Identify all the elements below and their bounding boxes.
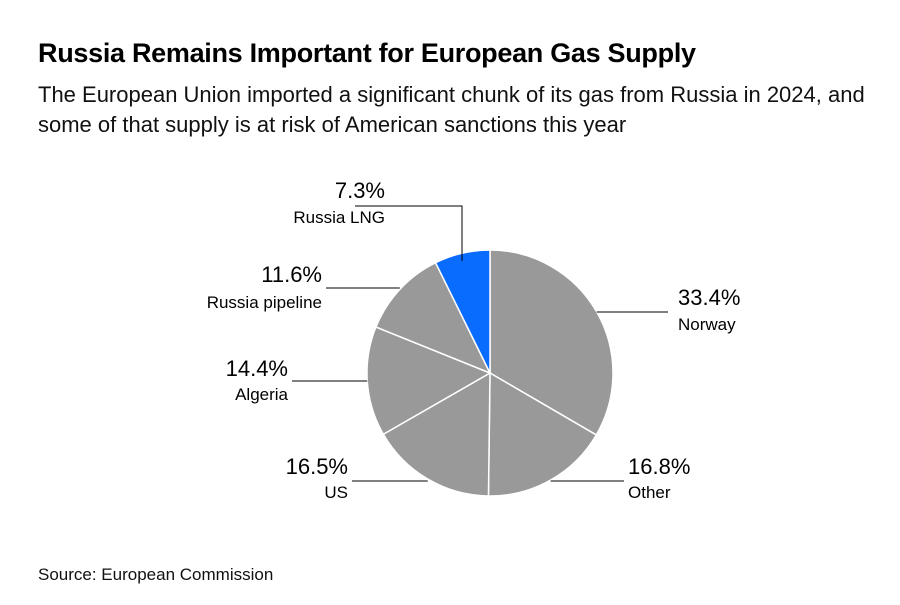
pie-slice-other — [487, 371, 598, 497]
category-label-russia-lng: Russia LNG — [293, 208, 385, 227]
pie-slice-russia-pipeline — [374, 261, 492, 375]
pie-slice-us — [382, 371, 491, 497]
category-label-norway: Norway — [678, 315, 736, 334]
source-note: Source: European Commission — [38, 565, 274, 584]
value-label-russia-pipeline: 11.6% — [261, 262, 322, 287]
chart-title: Russia Remains Important for European Ga… — [38, 38, 696, 68]
category-label-algeria: Algeria — [235, 385, 288, 404]
value-label-other: 16.8% — [628, 454, 690, 479]
value-label-russia-lng: 7.3% — [335, 178, 385, 203]
category-label-us: US — [324, 483, 348, 502]
value-label-algeria: 14.4% — [226, 356, 288, 381]
value-label-us: 16.5% — [286, 454, 348, 479]
category-label-russia-pipeline: Russia pipeline — [207, 293, 322, 312]
category-label-other: Other — [628, 483, 671, 502]
pie-slice-algeria — [366, 326, 492, 436]
chart-subtitle: The European Union imported a significan… — [38, 82, 865, 137]
leader-line-russia-lng — [355, 205, 463, 262]
value-label-norway: 33.4% — [678, 285, 740, 310]
